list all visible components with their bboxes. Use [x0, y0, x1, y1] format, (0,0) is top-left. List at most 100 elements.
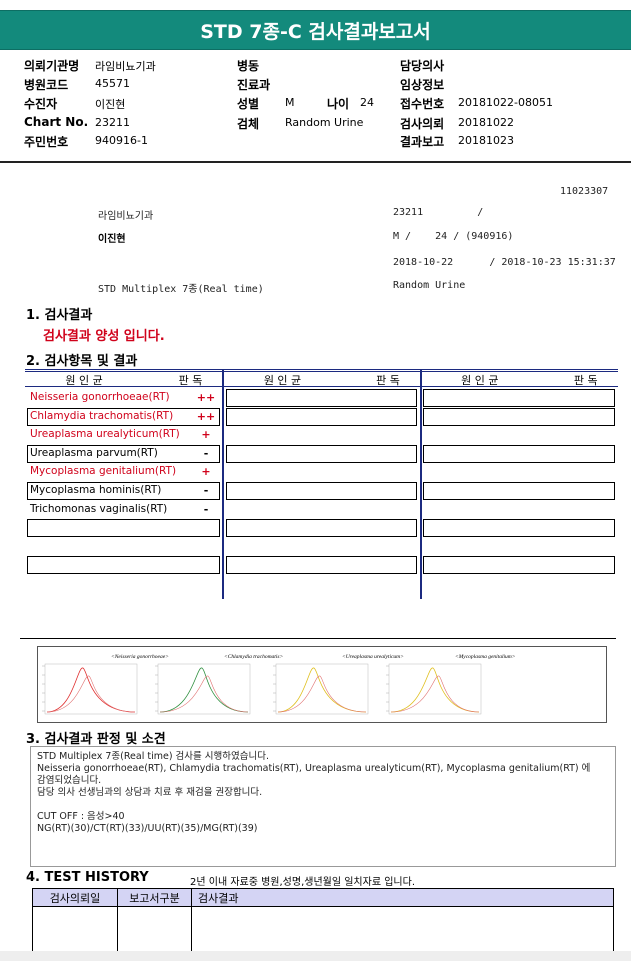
result-summary: 검사결과 양성 입니다. — [43, 329, 165, 344]
col-line — [117, 889, 118, 951]
label: 임상정보 — [400, 78, 445, 92]
report-test: STD Multiplex 7종(Real time) — [98, 284, 264, 295]
curve — [46, 667, 136, 713]
label: 검사의뢰 — [400, 117, 445, 131]
column-header: 판 독 — [573, 374, 598, 387]
cell-box — [27, 519, 220, 538]
curve — [46, 675, 136, 713]
curve — [277, 675, 367, 713]
report-specimen: Random Urine — [393, 280, 466, 291]
curve — [277, 667, 367, 713]
opinion-box — [30, 746, 616, 867]
cell-box — [226, 407, 417, 426]
divider — [0, 161, 631, 163]
opinion-line: 담당 의사 선생님과의 상담과 치료 후 재검을 권장합니다. — [37, 787, 263, 798]
label: 의뢰기관명 — [24, 59, 80, 73]
cell-box — [423, 407, 615, 426]
plot-frame — [388, 663, 482, 715]
curve — [159, 675, 249, 713]
reading: + — [201, 428, 211, 442]
table-border — [25, 369, 618, 372]
label: 접수번호 — [400, 97, 445, 111]
curve — [390, 667, 480, 713]
cell-box — [27, 482, 220, 500]
plot-frame — [275, 663, 369, 715]
value: 45571 — [95, 77, 130, 90]
curve-label: <Chlamydia trachomatis> — [224, 654, 284, 660]
organism: Ureaplasma urealyticum(RT) — [30, 428, 180, 441]
column-header: 판 독 — [376, 374, 400, 387]
column-header: 검사의뢰일 — [49, 892, 101, 905]
reading: ++ — [196, 409, 216, 423]
curve-panel: <Neisseria gonorrhoeae> <Chlamydia tracho… — [42, 654, 516, 715]
label: 진료과 — [237, 78, 271, 92]
section-title: 2. 검사항목 및 결과 — [26, 354, 138, 369]
divider — [20, 638, 616, 639]
organism: Mycoplasma hominis(RT) — [30, 484, 162, 496]
reading: ++ — [196, 391, 216, 404]
cell-box — [423, 556, 615, 575]
report-dates: 2018-10-22 / 2018-10-23 15:31:37 — [393, 257, 616, 268]
opinion-line: 감염되었습니다. — [37, 775, 102, 786]
column-header: 원 인 균 — [65, 374, 103, 387]
label: 성별 — [237, 97, 260, 111]
column-header: 원 인 균 — [263, 374, 302, 387]
label: 담당의사 — [400, 59, 445, 73]
col-line — [420, 369, 422, 599]
organism: Neisseria gonorrhoeae(RT) — [30, 391, 170, 403]
cell-box — [226, 444, 417, 463]
title-bar — [0, 10, 631, 50]
value: 20181023 — [458, 134, 514, 147]
reading: - — [203, 484, 209, 497]
cell-box — [423, 482, 615, 500]
organism: Trichomonas vaginalis(RT) — [30, 502, 168, 515]
curve-image — [37, 646, 607, 723]
value: 23211 — [95, 116, 130, 129]
reading: + — [201, 465, 211, 479]
table-border — [25, 386, 618, 387]
cell-box — [423, 389, 615, 407]
organism: Chlamydia trachomatis(RT) — [30, 409, 174, 422]
report-institution: 라임비뇨기과 — [98, 211, 154, 222]
column-header: 보고서구분 — [129, 892, 180, 905]
report-id: 11023307 — [560, 186, 609, 197]
section-title: 3. 검사결과 판정 및 소견 — [26, 732, 166, 747]
value: 20181022-08051 — [458, 96, 553, 109]
value: 24 — [360, 96, 374, 109]
label: 나이 — [327, 97, 350, 111]
history-header — [33, 889, 613, 907]
opinion-text: STD Multiplex 7종(Real time) 검사를 시행하였습니다.… — [37, 751, 607, 835]
plot-frame — [44, 663, 138, 715]
opinion-line: NG(RT)(30)/CT(RT)(33)/UU(RT)(35)/MG(RT)(… — [37, 823, 258, 834]
cell-box — [423, 444, 615, 463]
value: 20181022 — [458, 116, 514, 129]
label: 주민번호 — [24, 135, 69, 149]
column-header: 판 독 — [178, 374, 203, 387]
label: 결과보고 — [400, 135, 445, 149]
opinion-line — [37, 799, 607, 811]
cell-box — [226, 556, 417, 575]
curve-label: <Ureaplasma urealyticum> — [342, 654, 404, 660]
col-line — [222, 369, 224, 599]
report-sex-age: M / 24 / (940916) — [393, 231, 514, 242]
value: M — [285, 96, 295, 109]
value: 라임비뇨기과 — [95, 60, 156, 73]
cell-box — [27, 407, 220, 426]
column-header: 원 인 균 — [461, 374, 499, 387]
curve — [390, 675, 480, 713]
reading: - — [203, 502, 209, 516]
history-note: 2년 이내 자료중 병원,성명,생년월일 일치자료 입니다. — [190, 877, 415, 888]
report-chart: 23211 / — [393, 207, 484, 218]
label: 수진자 — [24, 97, 58, 111]
curve-label: <Neisseria gonorrhoeae> — [111, 654, 169, 660]
bottom-strip — [0, 951, 631, 961]
organism: Ureaplasma parvum(RT) — [30, 446, 158, 459]
cell-box — [27, 556, 220, 575]
value: 940916-1 — [95, 134, 148, 147]
col-line — [191, 889, 192, 951]
opinion-line: STD Multiplex 7종(Real time) 검사를 시행하였습니다. — [37, 751, 269, 762]
label: 병원코드 — [24, 78, 69, 92]
cell-box — [423, 519, 615, 538]
cell-box — [226, 389, 417, 407]
